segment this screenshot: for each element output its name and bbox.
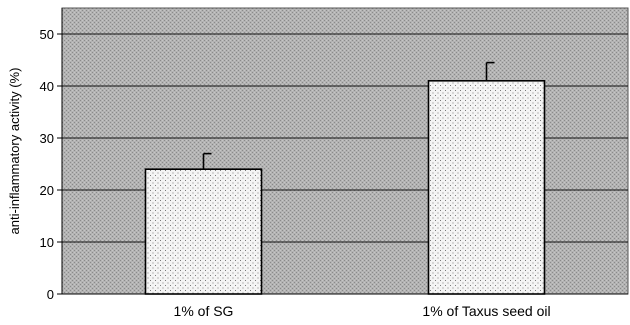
y-tick-label: 30: [40, 131, 54, 146]
y-tick-label: 50: [40, 27, 54, 42]
y-tick-label: 10: [40, 235, 54, 250]
error-bars: [202, 61, 495, 170]
bars: [144, 80, 546, 295]
y-axis-ticks: 0 10 20 30 40 50: [40, 27, 62, 302]
x-axis-ticks: 1% of SG 1% of Taxus seed oil: [174, 303, 551, 319]
x-tick-label: 1% of Taxus seed oil: [422, 303, 550, 319]
y-tick-label: 0: [47, 287, 54, 302]
bar: [144, 168, 263, 295]
x-tick-label: 1% of SG: [174, 303, 234, 319]
bar: [427, 80, 546, 295]
y-tick-label: 20: [40, 183, 54, 198]
y-tick-label: 40: [40, 79, 54, 94]
y-axis-label: anti-inflammatory activity (%): [7, 68, 22, 235]
